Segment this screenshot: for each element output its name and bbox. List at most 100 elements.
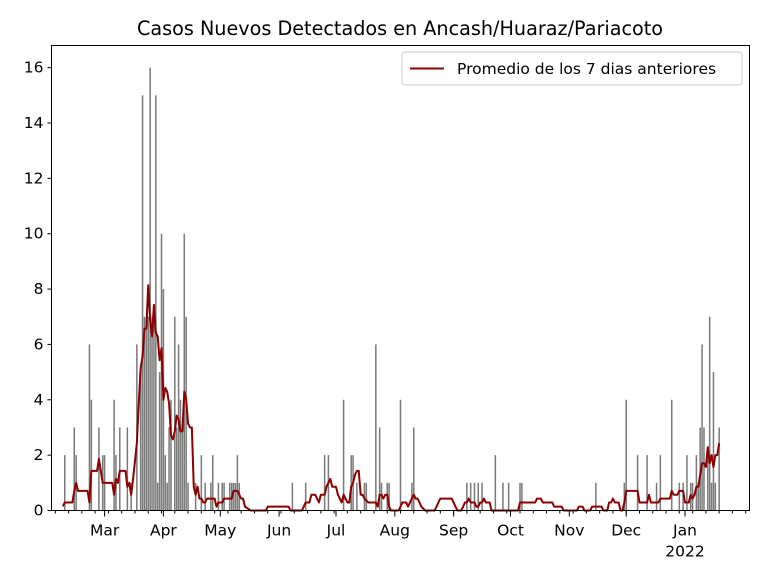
bar (708, 316, 711, 511)
bar (158, 372, 161, 511)
bar (98, 427, 100, 511)
bar (166, 482, 168, 511)
bar (183, 233, 186, 511)
bar (88, 344, 91, 511)
bar (113, 399, 115, 511)
bar (223, 482, 225, 511)
bar (211, 455, 214, 511)
x-tick-label: Aug (380, 522, 410, 540)
bar (194, 482, 197, 511)
y-tick-label: 6 (34, 335, 44, 353)
bar (695, 455, 698, 511)
bar (703, 427, 705, 511)
bar (119, 427, 121, 511)
bar (234, 482, 237, 511)
bar (168, 427, 170, 511)
bar (473, 482, 476, 511)
bar (185, 316, 187, 511)
bar (181, 427, 184, 511)
bar (147, 316, 149, 511)
bar (126, 427, 129, 511)
bar (686, 455, 688, 511)
bar (413, 427, 415, 511)
y-tick-label: 4 (34, 391, 44, 409)
bar (636, 455, 639, 511)
bar (90, 399, 93, 511)
bar (697, 482, 700, 511)
bar (502, 482, 504, 511)
bar (701, 344, 703, 511)
bar (469, 482, 472, 511)
bar (164, 455, 167, 511)
bar (714, 482, 717, 511)
bar (375, 344, 377, 511)
x-tick-label: Dec (611, 522, 641, 540)
x-tick-label: Mar (90, 522, 120, 540)
x-tick-label: Jul (326, 522, 346, 540)
bar (145, 316, 148, 511)
bar (153, 316, 155, 511)
bar (304, 482, 307, 511)
bar (646, 455, 648, 511)
x-tick-label: Jun (266, 522, 291, 540)
bar (477, 482, 480, 511)
bar (519, 482, 521, 511)
bar (350, 455, 352, 511)
average-line-group (61, 284, 721, 512)
bar (221, 482, 223, 511)
y-tick-label: 0 (34, 502, 44, 520)
bar (64, 455, 66, 511)
bar (678, 482, 681, 511)
bar (177, 344, 180, 511)
bar (521, 482, 523, 511)
bar (143, 316, 146, 511)
bar (175, 427, 178, 511)
bar (179, 399, 182, 511)
bar (73, 427, 76, 511)
y-tick-label: 14 (24, 114, 44, 132)
x-tick-label: May (204, 522, 236, 540)
bar (342, 399, 345, 511)
bar (507, 482, 510, 511)
legend-label: Promedio de los 7 dias anteriores (457, 60, 716, 78)
bar (670, 399, 673, 511)
x-tick-label: Sep (439, 522, 468, 540)
bar (388, 482, 390, 511)
bar (210, 482, 212, 511)
x-tick-label: Apr (150, 522, 177, 540)
y-tick-label: 16 (24, 59, 44, 77)
x-tick-label: Nov (554, 522, 584, 540)
bar (170, 399, 172, 511)
bar (718, 427, 720, 511)
chart-title: Casos Nuevos Detectados en Ancash/Huaraz… (137, 17, 663, 40)
bar (595, 482, 597, 511)
bar (378, 427, 381, 511)
y-tick-label: 8 (34, 280, 44, 298)
legend-box (401, 51, 743, 86)
bar (236, 455, 239, 511)
bar (149, 67, 151, 511)
bar (141, 95, 144, 511)
bar (710, 482, 713, 511)
bar (466, 482, 468, 511)
bar (174, 316, 176, 511)
x-tick-label: Oct (497, 522, 524, 540)
bar (712, 372, 715, 511)
x-tick-sublabel: 2022 (665, 543, 704, 561)
bar (655, 482, 658, 511)
bar (365, 482, 368, 511)
bar (187, 482, 189, 511)
y-axis: 0 2 4 6 8 10 12 14 16 (24, 59, 52, 520)
y-tick-label: 10 (24, 225, 44, 243)
bar (232, 482, 235, 511)
bar (659, 455, 662, 511)
bar (155, 95, 157, 511)
bar (217, 482, 220, 511)
bar (323, 455, 326, 511)
bar (229, 482, 231, 511)
bar (494, 455, 497, 511)
bar (707, 455, 709, 511)
bar (204, 482, 206, 511)
bar (200, 455, 203, 511)
